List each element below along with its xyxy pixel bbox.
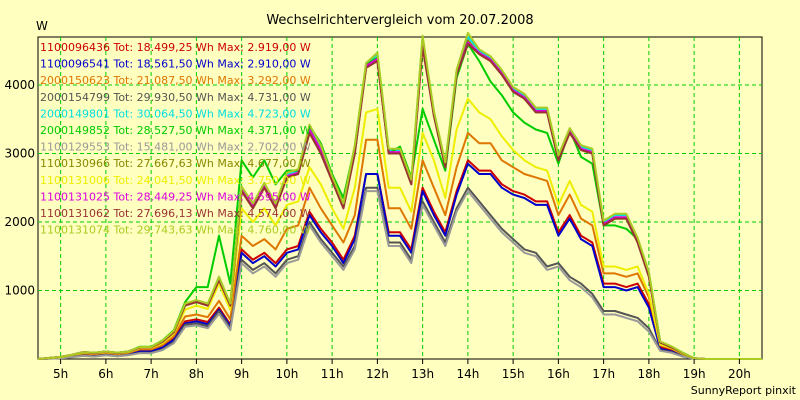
legend-entry: 1100096541 Tot: 18.561,50 Wh Max: 2.910,… <box>40 58 311 71</box>
legend-entry: 2000154799 Tot: 29.930,50 Wh Max: 4.731,… <box>40 91 311 104</box>
x-tick-label: 14h <box>456 367 479 381</box>
series-line <box>37 131 762 360</box>
legend-entry: 1100096436 Tot: 18.499,25 Wh Max: 2.919,… <box>40 41 311 54</box>
x-tick-label: 18h <box>637 367 660 381</box>
legend-entry: 1100130966 Tot: 27.667,63 Wh Max: 4.677,… <box>40 157 311 170</box>
y-tick-label: 4000 <box>4 78 35 92</box>
x-tick-label: 17h <box>592 367 615 381</box>
footer-credit: SunnyReport pinxit <box>691 384 797 397</box>
y-tick-label: 1000 <box>4 283 35 297</box>
x-tick-label: 12h <box>366 367 389 381</box>
plot-background <box>37 36 763 360</box>
series-line <box>37 97 762 360</box>
x-tick-label: 13h <box>411 367 434 381</box>
x-tick-label: 20h <box>728 367 751 381</box>
x-tick-label: 19h <box>683 367 706 381</box>
legend-entry: 1100129553 Tot: 15.481,00 Wh Max: 2.702,… <box>40 141 311 154</box>
y-tick-label: 3000 <box>4 146 35 160</box>
series-lines <box>37 31 762 360</box>
x-tick-label: 15h <box>502 367 525 381</box>
legend-entry: 2000149852 Tot: 28.527,50 Wh Max: 4.371,… <box>40 124 311 137</box>
x-tick-label: 8h <box>189 367 204 381</box>
axes: 1000 2000 3000 4000 5h 6h 7h 8h 9h 10h 11h 12h 13h 14… <box>4 78 750 381</box>
x-tick-label: 6h <box>98 367 113 381</box>
x-tick-label: 10h <box>275 367 298 381</box>
legend-entry: 2000149801 Tot: 30.064,50 Wh Max: 4.723,… <box>40 107 311 120</box>
x-tick-label: 9h <box>234 367 249 381</box>
x-tick-label: 7h <box>144 367 159 381</box>
series-line <box>37 31 762 360</box>
x-tick-label: 16h <box>547 367 570 381</box>
y-tick-label: 2000 <box>4 215 35 229</box>
chart-title: Wechselrichtervergleich vom 20.07.2008 <box>266 13 533 28</box>
legend-entry: 2000150623 Tot: 21.087,50 Wh Max: 3.292,… <box>40 74 311 87</box>
y-axis-label: W <box>36 19 48 33</box>
x-tick-label: 11h <box>321 367 344 381</box>
series-line <box>37 190 762 360</box>
legend-entry: 1100131062 Tot: 27.696,13 Wh Max: 4.574,… <box>40 207 311 220</box>
series-line <box>37 162 762 360</box>
plot-area: 1000 2000 3000 4000 5h 6h 7h 8h 9h 10h 11h 12h 13h 14… <box>4 31 763 381</box>
legend-entry: 1100131025 Tot: 28.449,25 Wh Max: 4.595,… <box>40 190 311 203</box>
legend-entry: 1100131074 Tot: 29.743,63 Wh Max: 4.760,… <box>40 224 311 237</box>
legend-entry: 1100131006 Tot: 24.041,50 Wh Max: 3.750,… <box>40 174 311 187</box>
legend: 1100096436 Tot: 18.499,25 Wh Max: 2.919,… <box>40 41 311 237</box>
x-tick-label: 5h <box>53 367 68 381</box>
grid-lines <box>38 37 762 359</box>
